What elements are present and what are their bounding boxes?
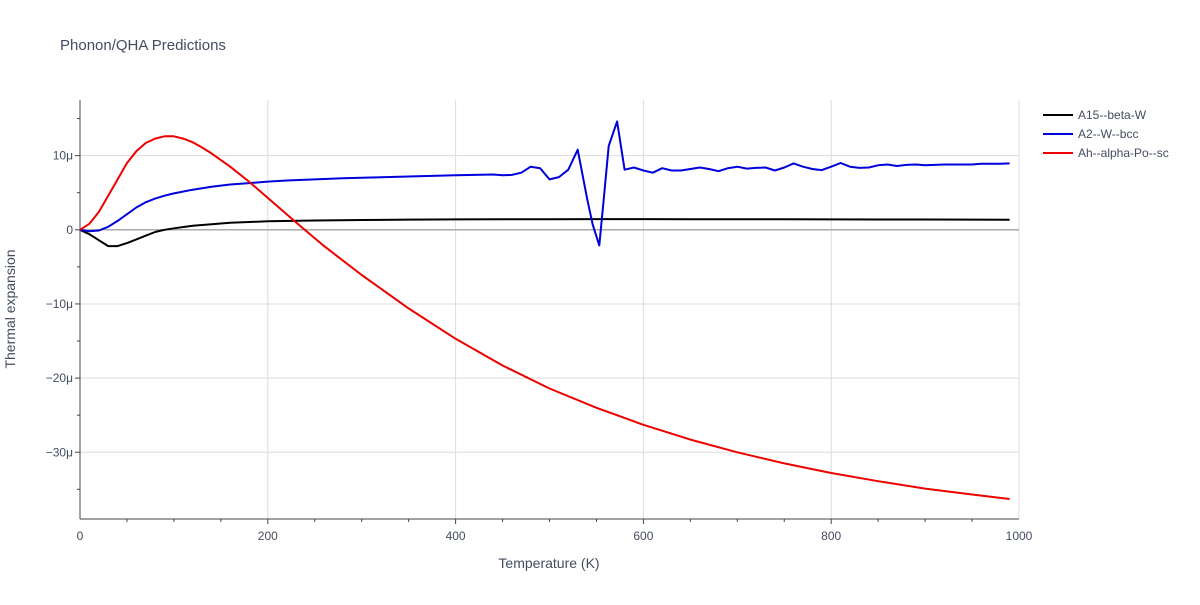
series-line-a15-beta-w [79, 218, 1010, 248]
legend-label: A15--beta-W [1078, 108, 1147, 122]
y-tick-label: −10μ [46, 297, 73, 311]
series-layer [79, 120, 1010, 500]
x-tick-label: 600 [633, 529, 653, 543]
y-tick-label: 0 [66, 223, 73, 237]
y-tick-label: −30μ [46, 445, 73, 459]
x-tick-label: 200 [258, 529, 278, 543]
legend-item-a15-beta-w[interactable]: A15--beta-W [1043, 108, 1147, 122]
legend-label: Ah--alpha-Po--sc [1078, 146, 1169, 160]
y-axis-title: Thermal expansion [2, 249, 18, 368]
x-tick-label: 0 [77, 529, 84, 543]
x-tick-label: 400 [446, 529, 466, 543]
y-tick-label: 10μ [53, 149, 73, 163]
series-line-a2-w-bcc [79, 120, 1010, 247]
axes: 0 200 400 600 800 1000 −30μ −20μ −10μ 0 10μ [46, 100, 1033, 543]
legend-item-a2-w-bcc[interactable]: A2--W--bcc [1043, 127, 1138, 141]
x-axis-title: Temperature (K) [498, 555, 599, 571]
x-tick-label: 1000 [1006, 529, 1033, 543]
legend-label: A2--W--bcc [1078, 127, 1138, 141]
series-line-ah-alpha-po-sc [79, 135, 1010, 500]
x-tick-label: 800 [821, 529, 841, 543]
legend: A15--beta-W A2--W--bcc Ah--alpha-Po--sc [1043, 108, 1169, 160]
chart-title: Phonon/QHA Predictions [60, 37, 226, 54]
legend-item-ah-alpha-po-sc[interactable]: Ah--alpha-Po--sc [1043, 146, 1169, 160]
y-tick-label: −20μ [46, 371, 73, 385]
